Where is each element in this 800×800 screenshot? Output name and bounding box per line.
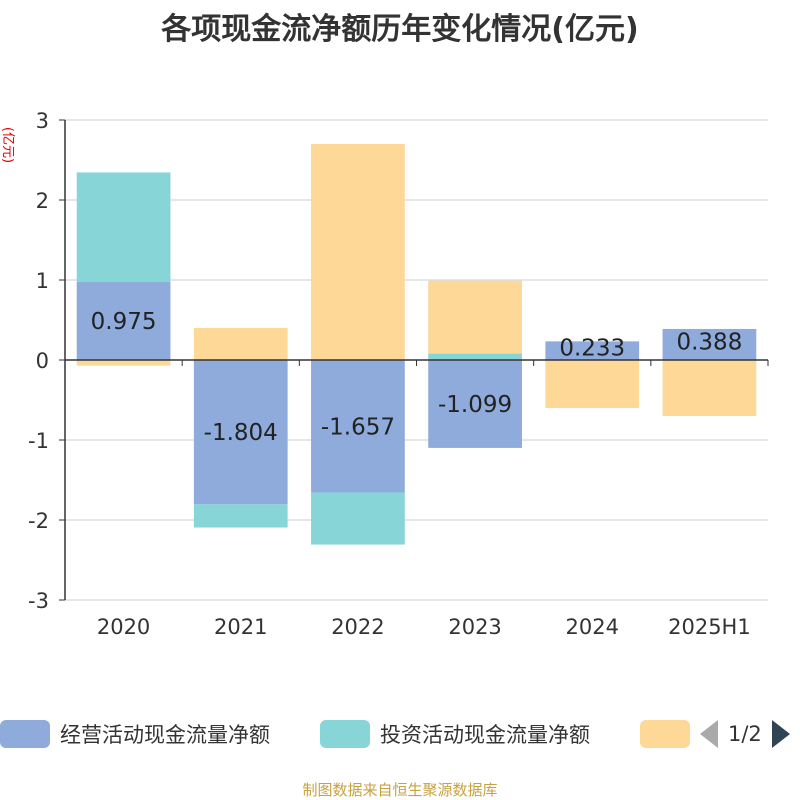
bar-1 bbox=[193, 504, 288, 528]
legend-item-operating[interactable]: 经营活动现金流量净额 bbox=[0, 714, 270, 754]
x-tick-label: 2022 bbox=[331, 615, 384, 639]
legend-swatch bbox=[0, 720, 50, 748]
x-tick-label: 2023 bbox=[448, 615, 501, 639]
bar-1 bbox=[311, 492, 405, 545]
source-footer: 制图数据来自恒生聚源数据库 bbox=[302, 781, 498, 799]
legend-swatch bbox=[320, 720, 370, 748]
y-tick-label: 0 bbox=[36, 349, 49, 373]
bar-0 bbox=[428, 360, 522, 448]
bar-0 bbox=[311, 360, 405, 493]
y-tick-label: 1 bbox=[36, 269, 49, 293]
x-tick-label: 2024 bbox=[566, 615, 619, 639]
chart-title: 各项现金流净额历年变化情况(亿元) bbox=[161, 12, 639, 47]
bar-1 bbox=[76, 172, 171, 282]
data-label: 0.233 bbox=[559, 336, 625, 362]
bar-2 bbox=[662, 360, 757, 416]
pager-page-indicator: 1/2 bbox=[728, 722, 762, 746]
legend-swatch bbox=[640, 720, 690, 748]
x-tick-label: 2020 bbox=[97, 615, 150, 639]
axes: -3 -2 -1 0 1 2 3 2020 2021 2022 2023 2024 2025H1 bbox=[28, 109, 769, 639]
x-tick-label: 2021 bbox=[214, 615, 267, 639]
bar-2 bbox=[428, 280, 522, 354]
bar-2 bbox=[193, 328, 288, 360]
bar-0 bbox=[76, 282, 171, 360]
bar-2 bbox=[545, 360, 640, 408]
data-label: -1.099 bbox=[438, 392, 512, 418]
legend-label: 经营活动现金流量净额 bbox=[60, 723, 270, 747]
legend-item-financing[interactable] bbox=[640, 714, 700, 754]
grid-lines bbox=[65, 119, 768, 601]
bar-0 bbox=[545, 341, 640, 360]
y-tick-label: -2 bbox=[28, 509, 49, 533]
bar-0 bbox=[193, 360, 288, 505]
data-label: 0.388 bbox=[676, 329, 742, 355]
y-axis-label: (亿元) bbox=[0, 127, 15, 163]
bar-2 bbox=[311, 144, 405, 360]
legend-item-investing[interactable]: 投资活动现金流量净额 bbox=[320, 714, 590, 754]
data-label: -1.804 bbox=[204, 420, 278, 446]
y-tick-label: -1 bbox=[28, 429, 49, 453]
legend: 经营活动现金流量净额 投资活动现金流量净额 bbox=[0, 714, 800, 754]
data-label: -1.657 bbox=[321, 414, 395, 440]
y-tick-label: 3 bbox=[36, 109, 49, 133]
data-labels: 0.975 -1.804 -1.657 -1.099 0.233 0.388 bbox=[91, 309, 743, 446]
bar-2 bbox=[76, 360, 171, 366]
bar-1 bbox=[428, 353, 522, 360]
x-tick-label: 2025H1 bbox=[668, 615, 751, 639]
data-label: 0.975 bbox=[91, 309, 157, 335]
legend-label: 投资活动现金流量净额 bbox=[380, 723, 590, 747]
pager-next-icon[interactable] bbox=[771, 720, 790, 748]
y-tick-label: 2 bbox=[36, 189, 49, 213]
bar-0 bbox=[662, 328, 757, 360]
bars bbox=[76, 144, 757, 545]
pager-prev-icon[interactable] bbox=[700, 720, 718, 748]
legend-pager: 1/2 bbox=[700, 714, 790, 754]
y-tick-label: -3 bbox=[28, 589, 49, 613]
